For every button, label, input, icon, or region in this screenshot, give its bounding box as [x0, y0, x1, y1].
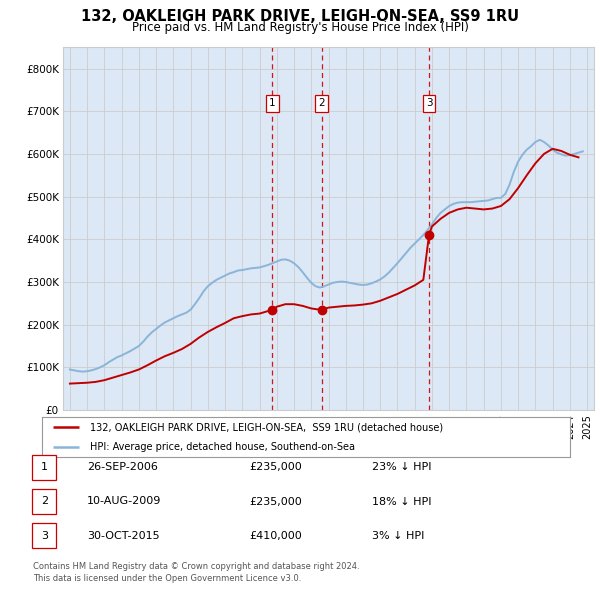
Text: HPI: Average price, detached house, Southend-on-Sea: HPI: Average price, detached house, Sout…	[89, 442, 355, 452]
Text: 132, OAKLEIGH PARK DRIVE, LEIGH-ON-SEA, SS9 1RU: 132, OAKLEIGH PARK DRIVE, LEIGH-ON-SEA, …	[81, 9, 519, 24]
Text: 2: 2	[41, 497, 48, 506]
Text: 1: 1	[41, 463, 48, 472]
Text: 2: 2	[319, 99, 325, 109]
Text: 18% ↓ HPI: 18% ↓ HPI	[372, 497, 431, 506]
Text: 26-SEP-2006: 26-SEP-2006	[87, 463, 158, 472]
Text: 3: 3	[41, 531, 48, 540]
Text: £235,000: £235,000	[249, 463, 302, 472]
Text: 3% ↓ HPI: 3% ↓ HPI	[372, 531, 424, 540]
Text: £410,000: £410,000	[249, 531, 302, 540]
Text: 30-OCT-2015: 30-OCT-2015	[87, 531, 160, 540]
Text: 10-AUG-2009: 10-AUG-2009	[87, 497, 161, 506]
Text: 3: 3	[425, 99, 433, 109]
Text: 23% ↓ HPI: 23% ↓ HPI	[372, 463, 431, 472]
Text: 1: 1	[269, 99, 275, 109]
Text: £235,000: £235,000	[249, 497, 302, 506]
Text: Price paid vs. HM Land Registry's House Price Index (HPI): Price paid vs. HM Land Registry's House …	[131, 21, 469, 34]
Text: Contains HM Land Registry data © Crown copyright and database right 2024.
This d: Contains HM Land Registry data © Crown c…	[33, 562, 359, 583]
Text: 132, OAKLEIGH PARK DRIVE, LEIGH-ON-SEA,  SS9 1RU (detached house): 132, OAKLEIGH PARK DRIVE, LEIGH-ON-SEA, …	[89, 422, 443, 432]
